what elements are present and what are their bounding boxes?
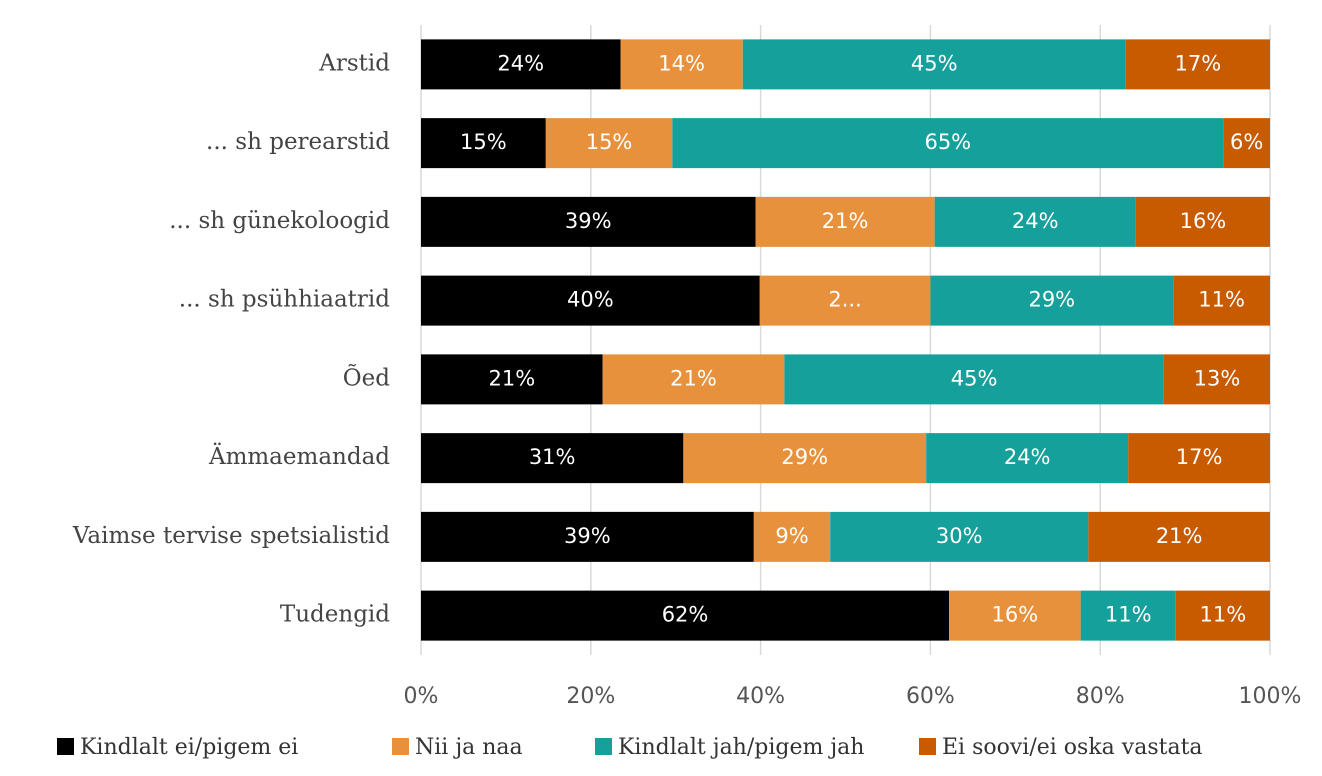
data-label: 24%	[1004, 445, 1051, 469]
data-label: 39%	[565, 209, 612, 233]
data-label: 62%	[662, 603, 709, 627]
bar-segment	[421, 433, 684, 484]
data-label: 31%	[529, 445, 576, 469]
x-tick-label: 20%	[566, 684, 615, 709]
data-label: 45%	[911, 51, 958, 75]
bar-segment	[742, 39, 1126, 90]
data-label: 65%	[924, 130, 971, 154]
legend-swatch	[392, 738, 409, 755]
x-tick-label: 100%	[1239, 684, 1302, 709]
bar-segment	[421, 354, 603, 405]
bar-segment	[683, 433, 927, 484]
data-label: 11%	[1105, 603, 1152, 627]
data-label: 15%	[460, 130, 507, 154]
bar-segment	[1088, 511, 1270, 562]
data-label: 17%	[1176, 445, 1223, 469]
bar-segment	[421, 590, 950, 641]
data-label: 30%	[936, 524, 983, 548]
data-label: 29%	[1028, 288, 1075, 312]
category-label: ... sh psühhiaatrid	[179, 287, 391, 313]
bar-segment	[753, 511, 831, 562]
bar-segment	[784, 354, 1164, 405]
bar-segment	[1080, 590, 1176, 641]
bar-segment	[421, 511, 754, 562]
data-label: 21%	[488, 366, 535, 390]
bar-segment	[1175, 590, 1270, 641]
bar-segment	[1173, 275, 1270, 326]
category-label: Õed	[343, 363, 390, 391]
data-label: 16%	[992, 603, 1039, 627]
category-label: Tudengid	[280, 602, 390, 628]
category-label: ... sh perearstid	[206, 129, 390, 155]
data-label: 24%	[1012, 209, 1059, 233]
bar-segment	[545, 118, 673, 169]
data-label: 17%	[1174, 51, 1221, 75]
data-label: 24%	[497, 51, 544, 75]
legend-label: Kindlalt ei/pigem ei	[80, 735, 298, 760]
data-label: 6%	[1230, 130, 1263, 154]
bar-segment	[926, 433, 1129, 484]
x-tick-label: 60%	[906, 684, 955, 709]
bar-segment	[930, 275, 1174, 326]
bar-segment	[421, 118, 546, 169]
data-label: 11%	[1198, 288, 1245, 312]
bar-segment	[830, 511, 1089, 562]
data-label: 39%	[564, 524, 611, 548]
legend-label: Kindlalt jah/pigem jah	[618, 735, 864, 760]
x-tick-label: 80%	[1076, 684, 1125, 709]
bar-segment	[672, 118, 1224, 169]
bar-segment	[759, 275, 931, 326]
legend-label: Ei soovi/ei oska vastata	[942, 735, 1203, 760]
data-label: 21%	[670, 366, 717, 390]
bar-segment	[755, 196, 935, 247]
bar-segment	[421, 196, 756, 247]
data-label: 21%	[822, 209, 869, 233]
data-label: 29%	[781, 445, 828, 469]
bar-segment	[1125, 39, 1270, 90]
data-label: 16%	[1180, 209, 1227, 233]
data-label: 9%	[775, 524, 808, 548]
category-label: Arstid	[318, 50, 390, 76]
data-label: 21%	[1156, 524, 1203, 548]
category-label: Vaimse tervise spetsialistid	[72, 523, 390, 549]
category-label: ... sh günekoloogid	[169, 208, 390, 234]
legend-swatch	[57, 738, 74, 755]
data-label: 2...	[828, 288, 861, 312]
bar-segment	[1163, 354, 1270, 405]
legend-label: Nii ja naa	[415, 735, 523, 760]
data-label: 15%	[586, 130, 633, 154]
bar-segment	[602, 354, 785, 405]
data-label: 45%	[951, 366, 998, 390]
data-label: 13%	[1194, 366, 1241, 390]
data-label: 40%	[567, 288, 614, 312]
x-tick-label: 0%	[404, 684, 439, 709]
bar-segment	[620, 39, 743, 90]
legend-swatch	[919, 738, 936, 755]
bar-segment	[1135, 196, 1270, 247]
category-label: Ämmaemandad	[208, 443, 390, 470]
bar-segment	[421, 275, 760, 326]
data-label: 14%	[658, 51, 705, 75]
x-tick-label: 40%	[736, 684, 785, 709]
data-label: 11%	[1200, 603, 1247, 627]
bar-segment	[421, 39, 621, 90]
bar-segment	[1128, 433, 1270, 484]
legend-swatch	[595, 738, 612, 755]
bar-segment	[1223, 118, 1270, 169]
bar-segment	[934, 196, 1136, 247]
bar-segment	[949, 590, 1081, 641]
